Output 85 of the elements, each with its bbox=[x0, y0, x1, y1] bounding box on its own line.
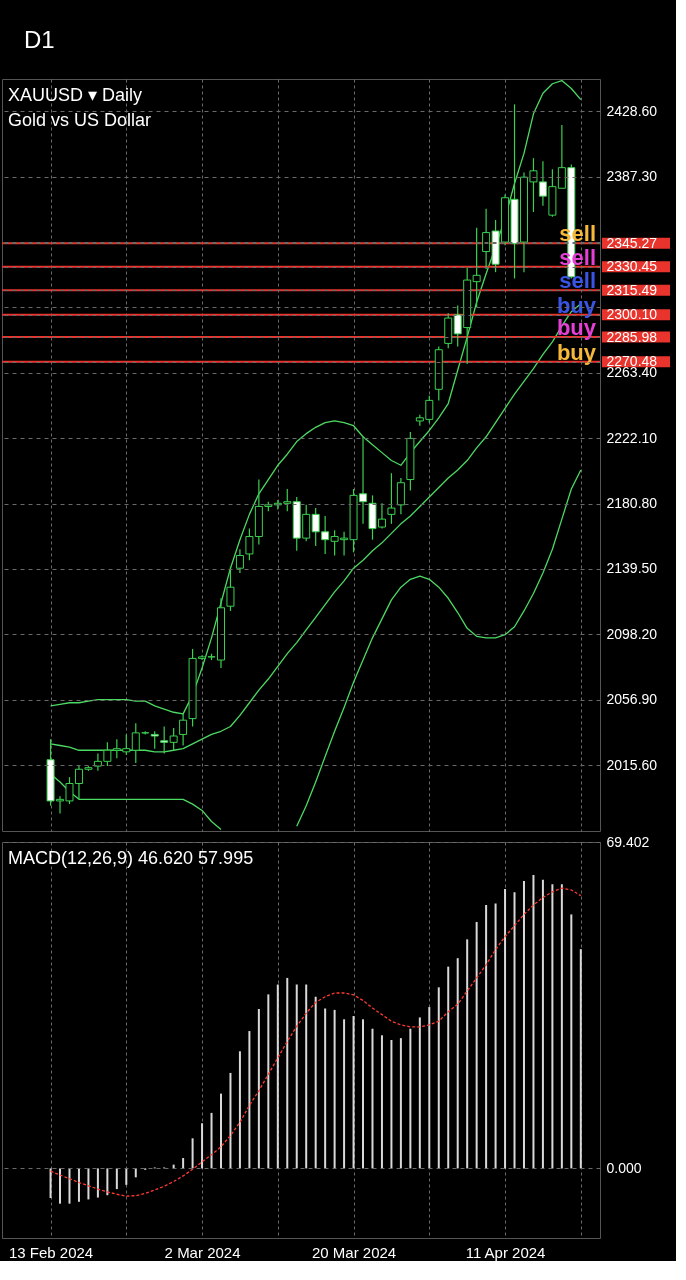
chart-title: XAUUSD ▾ Daily bbox=[8, 85, 143, 105]
bar bbox=[485, 905, 488, 1169]
line-series bbox=[49, 887, 582, 1197]
bar bbox=[257, 1008, 260, 1169]
bar bbox=[333, 1009, 336, 1169]
bar bbox=[210, 1112, 213, 1169]
x-tick-label: 13 Feb 2024 bbox=[8, 1243, 94, 1261]
bar bbox=[494, 903, 497, 1169]
bar bbox=[106, 1168, 109, 1196]
y-tick-label: 2222.10 bbox=[606, 429, 658, 446]
bar bbox=[466, 939, 469, 1169]
bar bbox=[238, 1051, 241, 1169]
bar bbox=[276, 984, 279, 1169]
candlestick bbox=[131, 722, 140, 764]
candlestick bbox=[179, 713, 188, 747]
bar bbox=[267, 994, 270, 1169]
bar bbox=[191, 1138, 194, 1169]
x-tick-label: 20 Mar 2024 bbox=[311, 1243, 397, 1261]
x-tick-label: 11 Apr 2024 bbox=[465, 1243, 546, 1261]
bar bbox=[532, 874, 535, 1169]
ref-line-label: sell bbox=[559, 268, 596, 294]
ref-line-label: buy bbox=[556, 292, 597, 318]
bar bbox=[475, 921, 478, 1169]
bar bbox=[352, 1016, 355, 1169]
bar bbox=[125, 1168, 128, 1185]
bar bbox=[541, 879, 544, 1169]
bar bbox=[551, 884, 554, 1169]
y-tick-label: 2015.60 bbox=[606, 756, 658, 773]
y-tick-label: 2056.90 bbox=[606, 691, 658, 708]
bar bbox=[182, 1158, 185, 1169]
bar bbox=[437, 987, 440, 1169]
y-tick-label: 69.402 bbox=[606, 833, 650, 850]
bar bbox=[49, 1168, 52, 1199]
y-tick-label: 0.000 bbox=[606, 1159, 642, 1176]
candlestick bbox=[396, 477, 405, 515]
bar bbox=[314, 996, 317, 1169]
y-tick-label: 2315.49 bbox=[606, 281, 658, 298]
bar bbox=[522, 881, 525, 1169]
bar bbox=[513, 892, 516, 1169]
ref-line-label: buy bbox=[556, 339, 597, 365]
bar bbox=[305, 984, 308, 1169]
y-tick-label: 2285.98 bbox=[606, 328, 658, 345]
y-tick-label: 2330.45 bbox=[606, 258, 658, 275]
text: D1 bbox=[24, 26, 55, 53]
bar bbox=[295, 984, 298, 1169]
bar bbox=[371, 1028, 374, 1169]
bar bbox=[447, 966, 450, 1169]
y-tick-label: 2098.20 bbox=[606, 625, 658, 642]
bar bbox=[201, 1123, 204, 1169]
bar bbox=[362, 1019, 365, 1169]
bar bbox=[324, 1008, 327, 1169]
y-tick-label: 2139.50 bbox=[606, 560, 658, 577]
y-tick-label: 2180.80 bbox=[606, 495, 658, 512]
y-tick-label: 2300.10 bbox=[606, 306, 658, 323]
bar bbox=[409, 1028, 412, 1169]
candlestick bbox=[387, 472, 396, 525]
bar bbox=[286, 977, 289, 1169]
bar bbox=[77, 1168, 80, 1202]
bar bbox=[59, 1168, 62, 1204]
bar bbox=[219, 1093, 222, 1169]
bar bbox=[343, 1019, 346, 1169]
bar bbox=[380, 1035, 383, 1169]
bar bbox=[87, 1168, 90, 1200]
bar bbox=[456, 958, 459, 1169]
x-tick-label: 2 Mar 2024 bbox=[164, 1243, 241, 1261]
bar bbox=[115, 1168, 118, 1190]
candlestick bbox=[235, 548, 244, 574]
y-tick-label: 2428.60 bbox=[606, 102, 658, 119]
candlestick bbox=[226, 566, 235, 612]
bar bbox=[248, 1031, 251, 1169]
bar bbox=[68, 1168, 71, 1204]
chart-title: MACD(12,26,9) 46.620 57.995 bbox=[8, 848, 254, 868]
bar bbox=[428, 1007, 431, 1169]
bar bbox=[504, 889, 507, 1169]
bar bbox=[390, 1040, 393, 1169]
bar bbox=[96, 1168, 99, 1198]
y-tick-label: 2345.27 bbox=[606, 234, 658, 251]
bar bbox=[560, 884, 563, 1169]
bar bbox=[229, 1072, 232, 1169]
bar bbox=[418, 1017, 421, 1169]
bar bbox=[579, 949, 582, 1169]
text: Gold vs US Dollar bbox=[8, 110, 152, 130]
bar bbox=[399, 1038, 402, 1169]
y-tick-label: 2387.30 bbox=[606, 168, 658, 185]
bar bbox=[570, 914, 573, 1169]
